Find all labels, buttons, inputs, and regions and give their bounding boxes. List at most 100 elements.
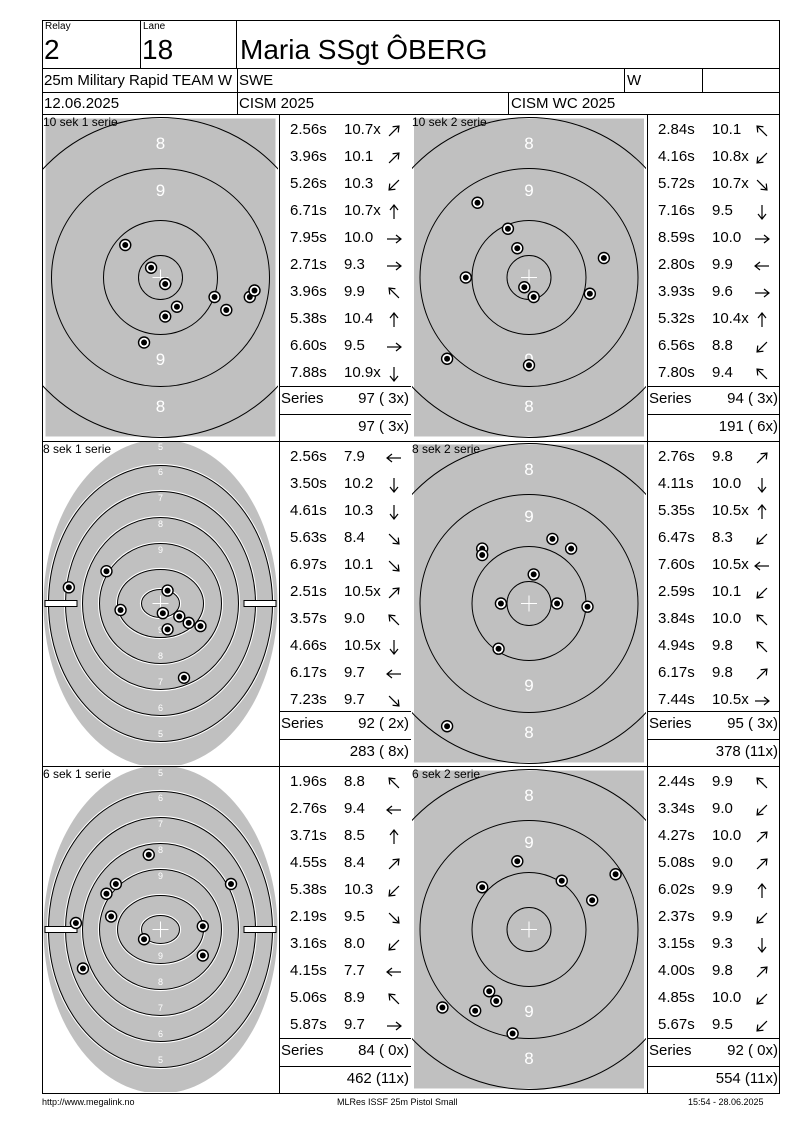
shot-hole <box>158 277 172 291</box>
shot-row: 4.94s 9.8 <box>647 633 780 660</box>
series-total: 92 ( 2x) <box>358 715 409 732</box>
shot-time: 6.97s <box>290 556 327 573</box>
shot-row: 6.17s 9.7 <box>279 660 411 687</box>
shot-score: 10.1 <box>344 148 374 165</box>
shot-score: 10.7x <box>344 202 381 219</box>
direction-arrow-icon <box>385 449 403 467</box>
shot-row: 5.87s 9.7 <box>279 1012 411 1039</box>
panel-divider <box>279 766 280 1093</box>
shot-row: 6.02s 9.9 <box>647 877 780 904</box>
shot-time: 7.88s <box>290 364 327 381</box>
relay-number: 2 <box>44 34 60 65</box>
nation: SWE <box>239 72 274 89</box>
shot-time: 3.16s <box>290 935 327 952</box>
series-label: Series <box>281 715 324 732</box>
ring-score-label: 9 <box>158 625 163 635</box>
shot-hole <box>490 994 503 1008</box>
shot-time: 7.44s <box>658 691 695 708</box>
shot-row: 4.55s 8.4 <box>279 850 411 877</box>
shot-row: 3.15s 9.3 <box>647 931 780 958</box>
shot-time: 2.44s <box>658 773 695 790</box>
gender: W <box>627 72 642 89</box>
shot-score: 10.1 <box>344 556 374 573</box>
shot-list: 2.56s 10.7x 3.96s 10.1 5.26s 10.3 6.71s 10.7x 7.… <box>279 114 411 441</box>
shot-hole <box>156 606 170 620</box>
shot-score: 9.7 <box>344 691 365 708</box>
running-total: 283 ( 8x) <box>349 743 409 760</box>
shot-score: 10.4x <box>712 310 749 327</box>
result-card <box>42 20 780 1094</box>
target-drawing: 5 6 7 8 9 9 8 7 6 5 <box>43 442 278 765</box>
shot-hole <box>475 881 489 894</box>
shot-time: 2.71s <box>290 256 327 273</box>
direction-arrow-icon <box>753 963 771 981</box>
shot-time: 6.71s <box>290 202 327 219</box>
ring-score-label: 9 <box>524 833 533 852</box>
shot-time: 5.63s <box>290 529 327 546</box>
shot-hole <box>173 610 186 623</box>
direction-arrow-icon <box>385 665 403 683</box>
ring-score-label: 7 <box>158 493 163 503</box>
running-total: 97 ( 3x) <box>358 418 409 435</box>
shot-row: 6.47s 8.3 <box>647 525 780 552</box>
ring-score-label: 5 <box>158 442 163 452</box>
direction-arrow-icon <box>753 557 771 575</box>
shot-time: 6.17s <box>658 664 695 681</box>
series-divider <box>279 739 411 740</box>
footer-timestamp: 15:54 - 28.06.2025 <box>688 1097 764 1107</box>
shot-hole <box>100 887 113 900</box>
ring-score-label: 8 <box>524 460 533 479</box>
shot-time: 2.76s <box>290 800 327 817</box>
shot-row: 6.60s 9.5 <box>279 333 411 360</box>
shot-row: 7.60s 10.5x <box>647 552 780 579</box>
shot-time: 7.16s <box>658 202 695 219</box>
shot-row: 5.26s 10.3 <box>279 171 411 198</box>
shot-score: 9.4 <box>712 364 733 381</box>
shot-score: 10.1 <box>712 583 742 600</box>
header-divider <box>42 68 780 69</box>
ring-score-label: 8 <box>524 1049 533 1068</box>
direction-arrow-icon <box>753 909 771 927</box>
direction-arrow-icon <box>753 338 771 356</box>
direction-arrow-icon <box>753 1017 771 1035</box>
direction-arrow-icon <box>753 311 771 329</box>
shot-score: 9.5 <box>344 908 365 925</box>
direction-arrow-icon <box>385 882 403 900</box>
shot-row: 7.44s 10.5x <box>647 687 780 714</box>
shot-hole <box>527 290 540 304</box>
target-6: 8 9 9 8 <box>412 767 646 1092</box>
shot-time: 2.59s <box>658 583 695 600</box>
shot-row: 5.06s 8.9 <box>279 985 411 1012</box>
shot-time: 6.60s <box>290 337 327 354</box>
panel-divider <box>647 114 648 441</box>
shot-score: 9.9 <box>712 908 733 925</box>
direction-arrow-icon <box>753 611 771 629</box>
direction-arrow-icon <box>753 665 771 683</box>
ring-score-label: 9 <box>524 181 533 200</box>
direction-arrow-icon <box>385 476 403 494</box>
direction-arrow-icon <box>753 882 771 900</box>
series-divider <box>647 739 780 740</box>
ring-score-label: 8 <box>156 397 165 416</box>
direction-arrow-icon <box>385 611 403 629</box>
target-1: 8 9 9 8 <box>43 115 278 440</box>
shot-score: 10.0 <box>712 610 742 627</box>
shot-hole <box>119 238 132 252</box>
shot-hole <box>501 222 515 235</box>
direction-arrow-icon <box>753 936 771 954</box>
shot-hole <box>142 848 155 861</box>
shot-score: 10.9x <box>344 364 381 381</box>
series-divider <box>279 414 411 415</box>
direction-arrow-icon <box>385 990 403 1008</box>
ring-score-label: 6 <box>158 1029 163 1039</box>
shot-hole <box>220 303 233 317</box>
shot-hole <box>62 581 76 594</box>
shot-hole <box>511 242 524 255</box>
shot-hole <box>471 196 484 209</box>
shot-time: 5.67s <box>658 1016 695 1033</box>
direction-arrow-icon <box>753 503 771 521</box>
shot-hole <box>555 874 568 887</box>
shot-time: 4.61s <box>290 502 327 519</box>
header-divider <box>42 92 780 93</box>
direction-arrow-icon <box>385 311 403 329</box>
